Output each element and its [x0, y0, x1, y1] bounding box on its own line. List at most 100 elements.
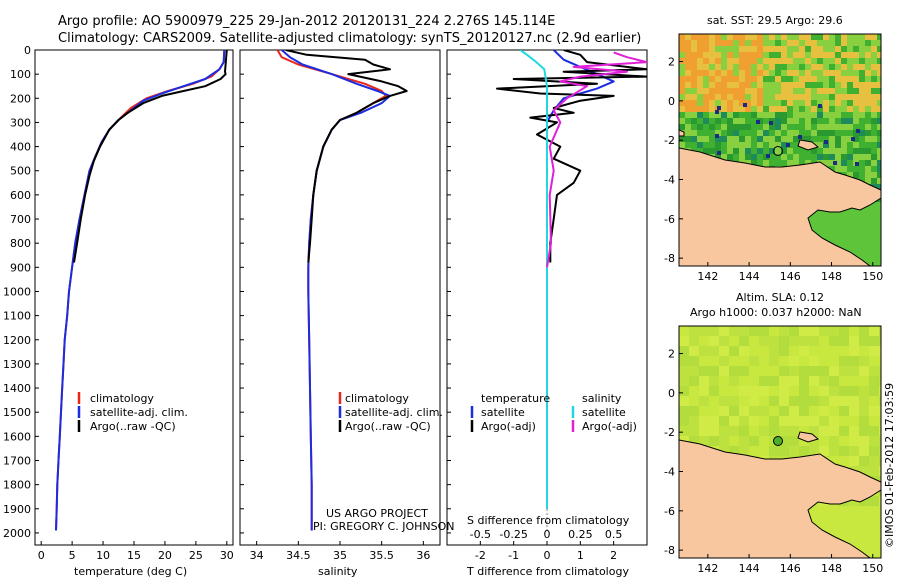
sla-cell	[759, 416, 769, 426]
sst-cell	[727, 82, 733, 88]
sst-cell	[859, 88, 865, 94]
sst-cell	[811, 112, 817, 118]
sst-cell	[793, 100, 799, 106]
sst-cell	[877, 82, 881, 88]
sst-cell	[853, 58, 859, 64]
x-tick-label: 36	[416, 549, 430, 562]
sst-cell	[853, 34, 859, 40]
sst-cell	[793, 64, 799, 70]
sst-cell	[703, 76, 709, 82]
sst-cell	[853, 118, 859, 124]
t-difference-axis-label: T difference from climatology	[466, 565, 629, 578]
sla-cell	[789, 366, 799, 376]
sla-cell	[819, 376, 829, 386]
sst-cell	[853, 100, 859, 106]
sst-cell	[715, 154, 721, 160]
sla-cell	[879, 396, 881, 406]
sla-cell	[679, 386, 689, 396]
sst-cell	[817, 82, 823, 88]
y-tick-label: 1300	[3, 358, 31, 371]
sla-cell	[819, 406, 829, 416]
sst-cell	[691, 46, 697, 52]
sst-cell	[721, 64, 727, 70]
sst-cell	[679, 142, 685, 148]
sst-cell	[805, 76, 811, 82]
sst-cell	[829, 70, 835, 76]
sst-cell	[721, 154, 727, 160]
sst-cell	[703, 136, 709, 142]
sst-cell	[877, 184, 881, 190]
series-line-argo-raw-qc-	[285, 50, 408, 263]
sla-cell	[839, 326, 849, 336]
sst-cell	[709, 112, 715, 118]
sst-cell	[865, 64, 871, 70]
sla-cell	[869, 416, 879, 426]
sla-cell	[769, 396, 779, 406]
sst-cell	[757, 160, 763, 166]
sst-cell	[685, 136, 691, 142]
sla-cell	[759, 336, 769, 346]
sst-cell	[829, 154, 835, 160]
sst-cell	[793, 142, 799, 148]
sst-cell	[829, 34, 835, 40]
sst-cell	[829, 94, 835, 100]
sst-cell	[691, 82, 697, 88]
y-tick-label: 600	[10, 189, 31, 202]
sla-cell	[739, 346, 749, 356]
legend-label-argo: Argo(..raw -QC)	[90, 420, 176, 433]
sst-cell	[871, 100, 877, 106]
sst-cell	[709, 94, 715, 100]
sst-cell	[811, 148, 817, 154]
sst-cell	[865, 172, 871, 178]
sst-cell	[835, 64, 841, 70]
sla-cell	[689, 376, 699, 386]
sst-cell	[841, 82, 847, 88]
sst-cell	[709, 82, 715, 88]
sla-cell	[709, 436, 719, 446]
sst-cell	[691, 94, 697, 100]
sla-cell	[709, 406, 719, 416]
sst-cell	[787, 94, 793, 100]
x-tick-label: 0	[544, 549, 551, 562]
map-x-tick-label: 146	[780, 562, 801, 575]
sla-cell	[829, 406, 839, 416]
sst-cell	[697, 52, 703, 58]
sst-cold-cell	[798, 135, 802, 139]
sst-cell	[781, 112, 787, 118]
sst-cell	[709, 40, 715, 46]
sst-cell	[691, 76, 697, 82]
y-tick-label: 1600	[3, 430, 31, 443]
sla-cell	[679, 366, 689, 376]
sst-cell	[823, 112, 829, 118]
sst-cell	[841, 154, 847, 160]
sst-cell	[751, 82, 757, 88]
sla-cell	[789, 336, 799, 346]
sst-cell	[787, 148, 793, 154]
sst-cell	[799, 124, 805, 130]
sst-cell	[691, 124, 697, 130]
sst-cell	[835, 106, 841, 112]
sst-cell	[817, 34, 823, 40]
sst-cell	[769, 106, 775, 112]
sla-cell	[859, 416, 869, 426]
sla-cell	[829, 416, 839, 426]
sst-cell	[691, 112, 697, 118]
legend-label-argo: Argo(..raw -QC)	[345, 420, 431, 433]
sst-cell	[703, 58, 709, 64]
sst-cell	[841, 100, 847, 106]
sst-cell	[853, 64, 859, 70]
sla-cell	[729, 366, 739, 376]
sst-cold-cell	[851, 137, 855, 141]
sla-cell	[869, 366, 879, 376]
sst-cell	[703, 118, 709, 124]
sst-cell	[697, 130, 703, 136]
sst-cell	[871, 172, 877, 178]
sst-cell	[787, 82, 793, 88]
sla-cell	[879, 426, 881, 436]
sst-map-island	[679, 129, 685, 137]
sst-cell	[763, 34, 769, 40]
sst-cell	[823, 82, 829, 88]
sst-cell	[877, 118, 881, 124]
y-tick-label: 100	[10, 68, 31, 81]
sst-cell	[841, 52, 847, 58]
